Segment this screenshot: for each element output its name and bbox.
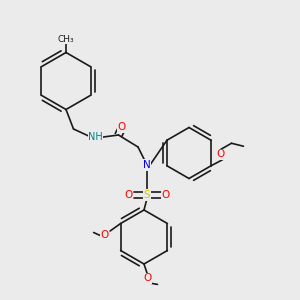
Text: O: O: [117, 122, 126, 133]
Text: O: O: [143, 273, 151, 284]
Text: NH: NH: [88, 132, 103, 142]
Text: S: S: [144, 190, 150, 200]
Text: N: N: [143, 160, 151, 170]
Text: O: O: [217, 149, 225, 159]
Text: O: O: [124, 190, 132, 200]
Text: O: O: [162, 190, 170, 200]
Text: O: O: [100, 230, 109, 240]
Text: CH₃: CH₃: [58, 34, 74, 43]
